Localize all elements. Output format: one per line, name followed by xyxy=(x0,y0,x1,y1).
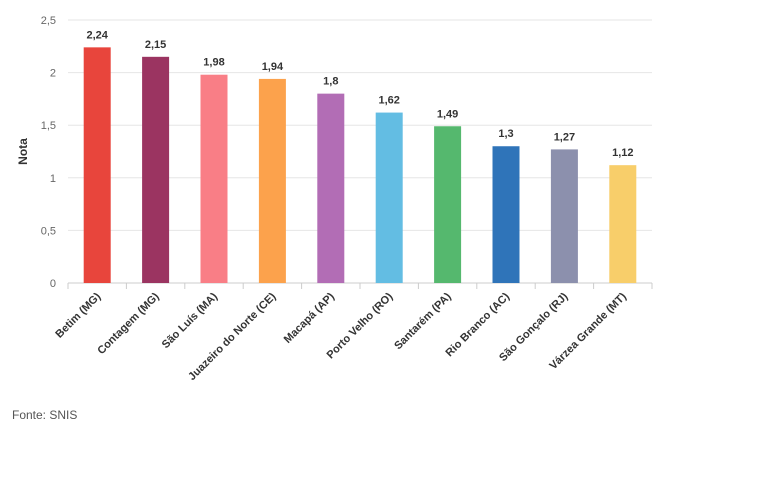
y-tick-label: 0,5 xyxy=(41,225,56,237)
x-tick-label: Rio Branco (AC) xyxy=(444,290,513,359)
bar xyxy=(317,93,345,283)
y-tick-label: 2 xyxy=(50,68,56,80)
data-label: 1,62 xyxy=(378,95,399,107)
bar xyxy=(375,112,403,284)
x-tick-label: Porto Velho (RO) xyxy=(325,290,396,361)
y-axis-label: Nota xyxy=(16,138,30,165)
y-tick-label: 0 xyxy=(50,278,56,290)
data-label: 2,24 xyxy=(86,29,108,41)
bar xyxy=(83,47,111,283)
x-tick-label: Macapá (AP) xyxy=(282,290,337,345)
bar xyxy=(434,126,462,283)
bar xyxy=(142,56,170,283)
data-label: 1,98 xyxy=(203,57,224,69)
bar-chart: 0 0,5 1 1,5 2 2,5 Nota 2,24 Betim (MG) 2,15 Contag… xyxy=(16,15,653,383)
bar xyxy=(200,74,228,283)
chart-svg: 0 0,5 1 1,5 2 2,5 Nota 2,24 Betim (MG) 2,15 Contag… xyxy=(16,15,653,383)
bar xyxy=(609,165,637,283)
data-label: 2,15 xyxy=(145,39,166,51)
data-label: 1,12 xyxy=(612,147,633,159)
x-tick-label: Contagem (MG) xyxy=(95,290,162,357)
data-label: 1,49 xyxy=(437,108,458,120)
y-tick-label: 1,5 xyxy=(41,120,56,132)
y-tick-label: 2,5 xyxy=(41,15,56,27)
data-label: 1,27 xyxy=(554,131,575,143)
x-tick-label: Santarém (PA) xyxy=(392,290,454,352)
data-label: 1,8 xyxy=(323,76,338,88)
bar xyxy=(550,149,578,283)
bar xyxy=(258,78,286,283)
source-note: Fonte: SNIS xyxy=(12,408,78,422)
x-tick-label: São Luís (MA) xyxy=(160,290,221,351)
bar xyxy=(492,146,520,283)
data-label: 1,3 xyxy=(498,128,513,140)
x-tick-label: Betim (MG) xyxy=(53,290,103,340)
y-tick-label: 1 xyxy=(50,173,56,185)
data-label: 1,94 xyxy=(262,61,284,73)
